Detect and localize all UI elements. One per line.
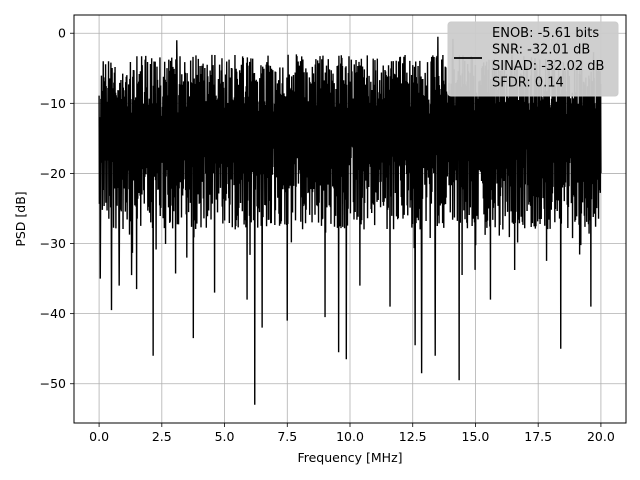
x-tick-label: 7.5 [277,429,297,444]
x-tick-label: 17.5 [524,429,552,444]
x-tick-label: 20.0 [587,429,615,444]
legend-entry-enob: ENOB: -5.61 bits [492,26,599,41]
y-tick-label: −40 [40,306,66,321]
x-tick-label: 0.0 [89,429,109,444]
legend: ENOB: -5.61 bits SNR: -32.01 dB SINAD: -… [447,21,619,97]
x-tick-label: 12.5 [399,429,427,444]
y-tick-label: −30 [40,236,66,251]
y-tick-label: −20 [40,166,66,181]
x-tick-label: 10.0 [336,429,364,444]
legend-entry-snr: SNR: -32.01 dB [492,43,590,58]
legend-entry-sfdr: SFDR: 0.14 [492,76,564,91]
y-tick-label: −10 [40,96,66,111]
y-axis-label: PSD [dB] [13,191,28,246]
x-tick-label: 15.0 [462,429,490,444]
y-tick-label: 0 [58,26,66,41]
y-tick-label: −50 [40,376,66,391]
x-tick-label: 2.5 [152,429,172,444]
x-axis-ticks: 0.0 2.5 5.0 7.5 10.0 12.5 15.0 17.5 20.0 [89,423,615,444]
x-axis-label: Frequency [MHz] [297,450,402,465]
x-tick-label: 5.0 [215,429,235,444]
legend-entry-sinad: SINAD: -32.02 dB [492,59,604,74]
y-axis-ticks: 0 −10 −20 −30 −40 −50 [40,26,74,391]
legend-box [447,21,619,97]
